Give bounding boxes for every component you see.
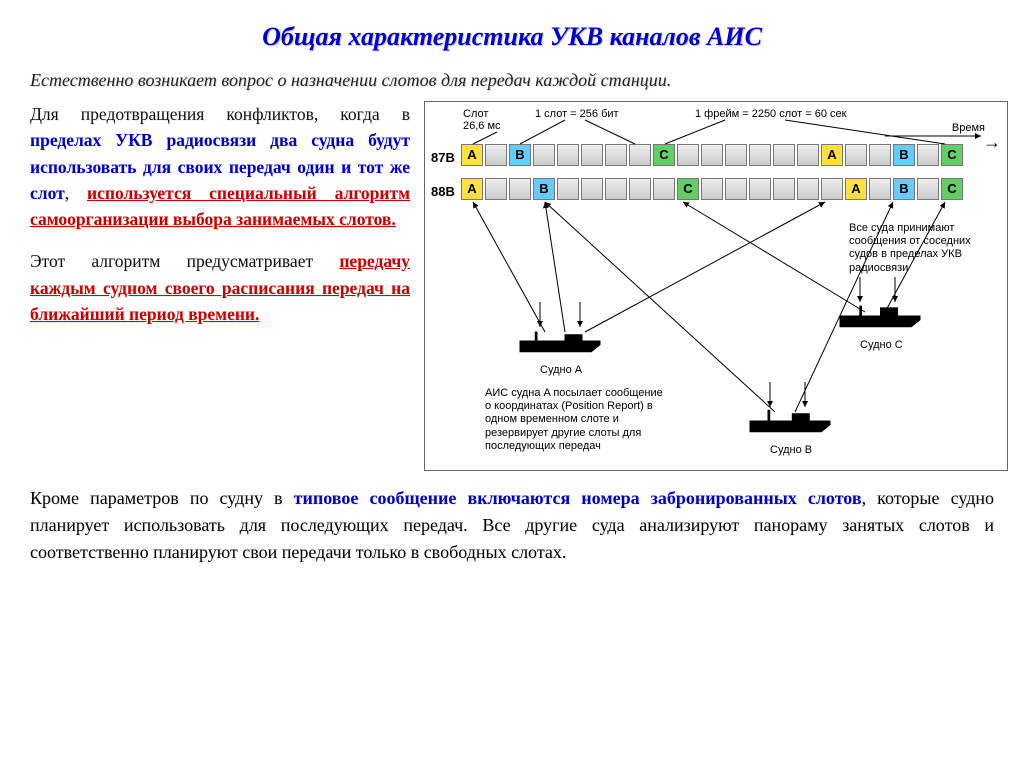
ship-b-icon [745, 407, 835, 443]
time-arrow-icon: → [983, 132, 1001, 153]
slot-cell [485, 144, 507, 166]
slot-cell [557, 178, 579, 200]
p1c: , [65, 183, 87, 203]
slot-cell [629, 144, 651, 166]
slot-cell [701, 144, 723, 166]
time-label: Время [952, 122, 985, 134]
slot-cell [869, 178, 891, 200]
slot-cell [917, 178, 939, 200]
ship-c-label: Судно C [860, 339, 903, 351]
sotdma-diagram: Слот 26,6 мс 1 слот = 256 бит 1 фрейм = … [424, 101, 1008, 471]
slot-cell [581, 178, 603, 200]
slot-cell [533, 144, 555, 166]
paragraph-2: Этот алгоритм предусматривает передачу к… [30, 248, 410, 327]
page-title: Общая характеристика УКВ каналов АИС [0, 0, 1024, 52]
slot-cell: A [845, 178, 867, 200]
paragraph-1: Для предотвращения конфликтов, когда в п… [30, 101, 410, 232]
p2a: Этот алгоритм предусматривает [30, 251, 339, 271]
slot-cell [629, 178, 651, 200]
slot-cell [557, 144, 579, 166]
note-all-ships: Все суда принимают сообщения от соседних… [849, 222, 999, 275]
b-a: Кроме параметров по судну в [30, 488, 294, 508]
slot-cell [605, 178, 627, 200]
slot-cell [677, 144, 699, 166]
slot-cell [869, 144, 891, 166]
frame-label: 1 фрейм = 2250 слот = 60 сек [695, 108, 846, 120]
main-layout: Для предотвращения конфликтов, когда в п… [0, 91, 1024, 471]
slot-cell [917, 144, 939, 166]
slot-cell: A [461, 144, 483, 166]
left-column: Для предотвращения конфликтов, когда в п… [30, 101, 410, 471]
slot-row-87b: ABCABC [461, 144, 963, 166]
slot-cell [725, 178, 747, 200]
slot-duration-label: Слот 26,6 мс [463, 108, 503, 132]
slot-cell: A [461, 178, 483, 200]
slot-cell: B [893, 144, 915, 166]
ship-c-icon [835, 302, 925, 338]
slot-cell: B [509, 144, 531, 166]
slot-cell [581, 144, 603, 166]
slot-cell [821, 178, 843, 200]
slot-cell [749, 178, 771, 200]
ship-a-icon [515, 327, 605, 363]
slot-cell [749, 144, 771, 166]
slot-cell [797, 144, 819, 166]
slot-bits-label: 1 слот = 256 бит [535, 108, 619, 120]
p1a: Для предотвращения конфликтов, когда в [30, 104, 410, 124]
slot-cell [605, 144, 627, 166]
slot-cell: B [533, 178, 555, 200]
slot-cell [797, 178, 819, 200]
b-b: типовое сообщение включаются номера забр… [294, 488, 862, 508]
slot-cell [725, 144, 747, 166]
row-88b-label: 88B [431, 184, 455, 199]
slot-cell: C [653, 144, 675, 166]
slot-cell [773, 178, 795, 200]
ship-a-label: Судно A [540, 364, 582, 376]
slot-cell: C [677, 178, 699, 200]
note-ship-a: АИС судна A посылает сообщение о координ… [485, 387, 665, 453]
slot-cell [773, 144, 795, 166]
slot-cell [701, 178, 723, 200]
p1d: используется специальный алгоритм самоор… [30, 183, 410, 229]
ship-b-label: Судно B [770, 444, 812, 456]
slot-row-88b: ABCABC [461, 178, 963, 200]
slot-cell [653, 178, 675, 200]
bottom-paragraph: Кроме параметров по судну в типовое сооб… [0, 471, 1024, 566]
row-87b-label: 87B [431, 150, 455, 165]
slot-cell: C [941, 144, 963, 166]
intro-text: Естественно возникает вопрос о назначени… [0, 52, 1024, 91]
slot-cell [845, 144, 867, 166]
slot-cell [485, 178, 507, 200]
slot-cell: B [893, 178, 915, 200]
slot-cell [509, 178, 531, 200]
slot-cell: C [941, 178, 963, 200]
slot-cell: A [821, 144, 843, 166]
